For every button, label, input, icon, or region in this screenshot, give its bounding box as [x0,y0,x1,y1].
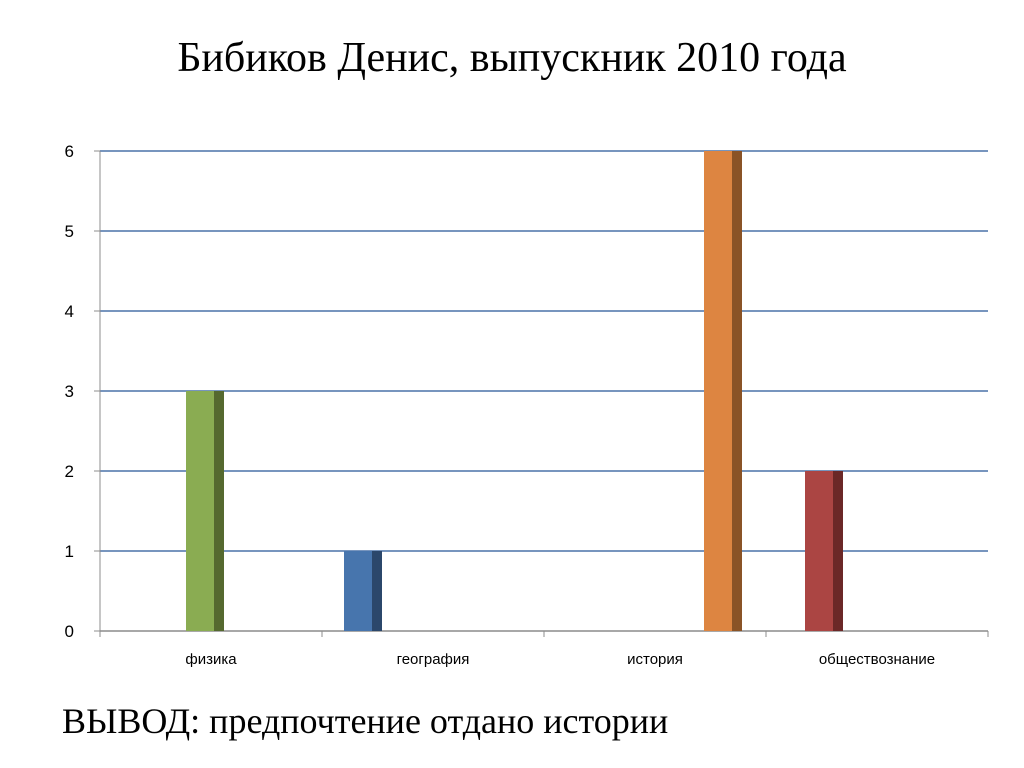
y-tick-label-2: 2 [65,462,74,481]
y-tick-label-3: 3 [65,382,74,401]
y-tick-label-0: 0 [65,622,74,641]
conclusion-text: ВЫВОД: предпочтение отдано истории [62,701,669,741]
bar-география [344,551,372,631]
slide-title: Бибиков Денис, выпускник 2010 года [177,35,847,81]
bar-обществознание [805,471,833,631]
y-tick-label-5: 5 [65,222,74,241]
x-category-label-обществознание: обществознание [819,651,935,668]
bar-история [704,151,732,631]
bar-side-география [372,551,382,631]
x-category-label-физика: физика [185,651,237,668]
x-category-label-география: география [397,651,470,668]
bar-side-история [732,151,742,631]
y-tick-label-1: 1 [65,542,74,561]
y-tick-label-4: 4 [65,302,74,321]
y-tick-label-6: 6 [65,142,74,161]
x-category-label-история: история [627,651,683,668]
bar-физика [186,391,214,631]
bar-side-физика [214,391,224,631]
bar-side-обществознание [833,471,843,631]
